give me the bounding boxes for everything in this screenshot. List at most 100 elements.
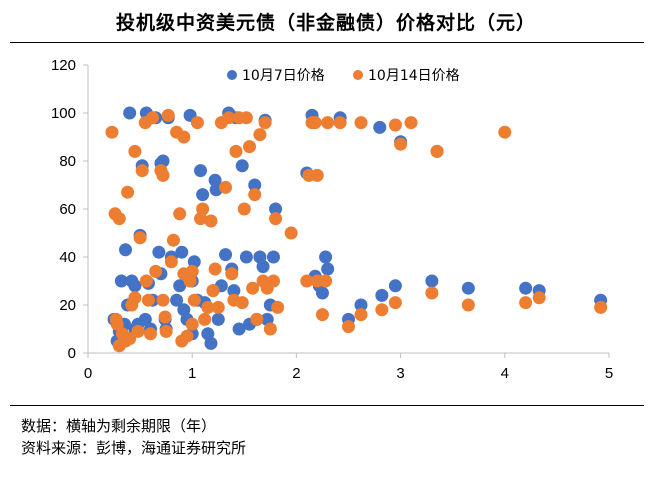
point-oct14: [246, 281, 260, 295]
y-tick-label: 60: [59, 201, 76, 218]
point-oct14: [342, 320, 355, 334]
point-oct14: [198, 312, 212, 326]
point-oct7: [256, 260, 270, 274]
point-oct14: [225, 267, 239, 281]
point-oct14: [173, 207, 187, 221]
point-oct14: [250, 312, 264, 326]
point-oct14: [333, 116, 347, 130]
point-oct7: [170, 293, 184, 307]
point-oct7: [114, 274, 128, 288]
y-tick-label: 0: [68, 345, 76, 362]
point-oct14: [222, 111, 236, 125]
x-tick-label: 4: [501, 365, 509, 382]
point-oct14: [156, 293, 170, 307]
footer-rule: [10, 405, 644, 406]
point-oct7: [461, 281, 475, 295]
chart-title: 投机级中资美元债（非金融债）价格对比（元）: [115, 12, 536, 34]
point-oct7: [173, 279, 187, 293]
point-oct14: [121, 185, 135, 199]
point-oct14: [156, 168, 170, 182]
point-oct14: [139, 274, 153, 288]
point-oct14: [388, 118, 402, 132]
point-oct14: [133, 231, 147, 245]
y-tick-label: 40: [59, 249, 76, 266]
point-oct14: [315, 308, 329, 322]
point-oct14: [158, 310, 172, 324]
point-oct14: [404, 116, 418, 130]
point-oct7: [227, 284, 241, 298]
x-tick-label: 1: [188, 365, 196, 382]
point-oct14: [310, 168, 324, 182]
point-oct7: [319, 250, 333, 264]
point-oct14: [271, 300, 285, 314]
point-oct14: [201, 300, 215, 314]
point-oct7: [123, 106, 137, 120]
point-oct7: [321, 262, 335, 276]
point-oct14: [266, 274, 280, 288]
point-oct7: [425, 274, 439, 288]
data-points: [105, 106, 608, 353]
point-oct7: [373, 120, 387, 134]
point-oct14: [141, 293, 155, 307]
point-oct14: [498, 125, 512, 139]
point-oct14: [263, 322, 277, 336]
title-rule: [10, 42, 644, 43]
point-oct14: [321, 116, 335, 130]
point-oct14: [196, 202, 210, 216]
point-oct14: [430, 144, 444, 158]
point-oct14: [161, 108, 175, 122]
legend: 10月7日价格 10月14日价格: [227, 68, 460, 84]
point-oct14: [461, 298, 475, 312]
point-oct14: [159, 324, 173, 338]
point-oct7: [208, 173, 222, 187]
point-oct14: [109, 312, 123, 326]
point-oct14: [164, 255, 178, 269]
point-oct14: [375, 303, 389, 317]
point-oct7: [354, 298, 368, 312]
legend-marker-oct14: [353, 70, 363, 80]
x-tick-label: 2: [292, 365, 300, 382]
point-oct14: [211, 300, 225, 314]
legend-label-oct7: 10月7日价格: [242, 68, 325, 84]
point-oct7: [196, 188, 210, 202]
point-oct14: [269, 212, 283, 226]
point-oct14: [253, 128, 267, 142]
point-oct14: [394, 137, 408, 151]
footnote-source: 资料来源：彭博，海通证券研究所: [21, 439, 247, 457]
point-oct7: [519, 281, 533, 295]
point-oct14: [354, 308, 368, 322]
point-oct7: [128, 279, 142, 293]
x-axis-ticks: 0 1 2 3 4 5: [84, 353, 613, 382]
point-oct7: [248, 178, 262, 192]
point-oct14: [354, 116, 368, 130]
y-tick-label: 100: [51, 105, 76, 122]
y-tick-label: 120: [51, 57, 76, 74]
point-oct7: [235, 159, 249, 173]
point-oct14: [177, 130, 191, 144]
point-oct14: [319, 274, 333, 288]
point-oct14: [425, 286, 439, 300]
point-oct7: [175, 245, 189, 259]
point-oct14: [112, 212, 126, 226]
point-oct14: [229, 144, 243, 158]
y-tick-label: 80: [59, 153, 76, 170]
point-oct7: [152, 245, 166, 259]
point-oct14: [239, 111, 253, 125]
point-oct14: [180, 329, 194, 343]
point-oct14: [219, 180, 233, 194]
point-oct14: [208, 262, 222, 276]
x-tick-label: 3: [396, 365, 404, 382]
point-oct14: [235, 296, 249, 310]
point-oct7: [315, 286, 329, 300]
point-oct14: [519, 296, 533, 310]
point-oct14: [185, 264, 199, 278]
point-oct7: [266, 250, 280, 264]
point-oct7: [232, 322, 246, 336]
point-oct7: [219, 248, 233, 262]
point-oct14: [185, 317, 199, 331]
point-oct14: [144, 327, 158, 341]
legend-marker-oct7: [227, 70, 237, 80]
point-oct14: [284, 226, 298, 240]
point-oct7: [119, 243, 133, 257]
point-oct7: [388, 279, 402, 293]
